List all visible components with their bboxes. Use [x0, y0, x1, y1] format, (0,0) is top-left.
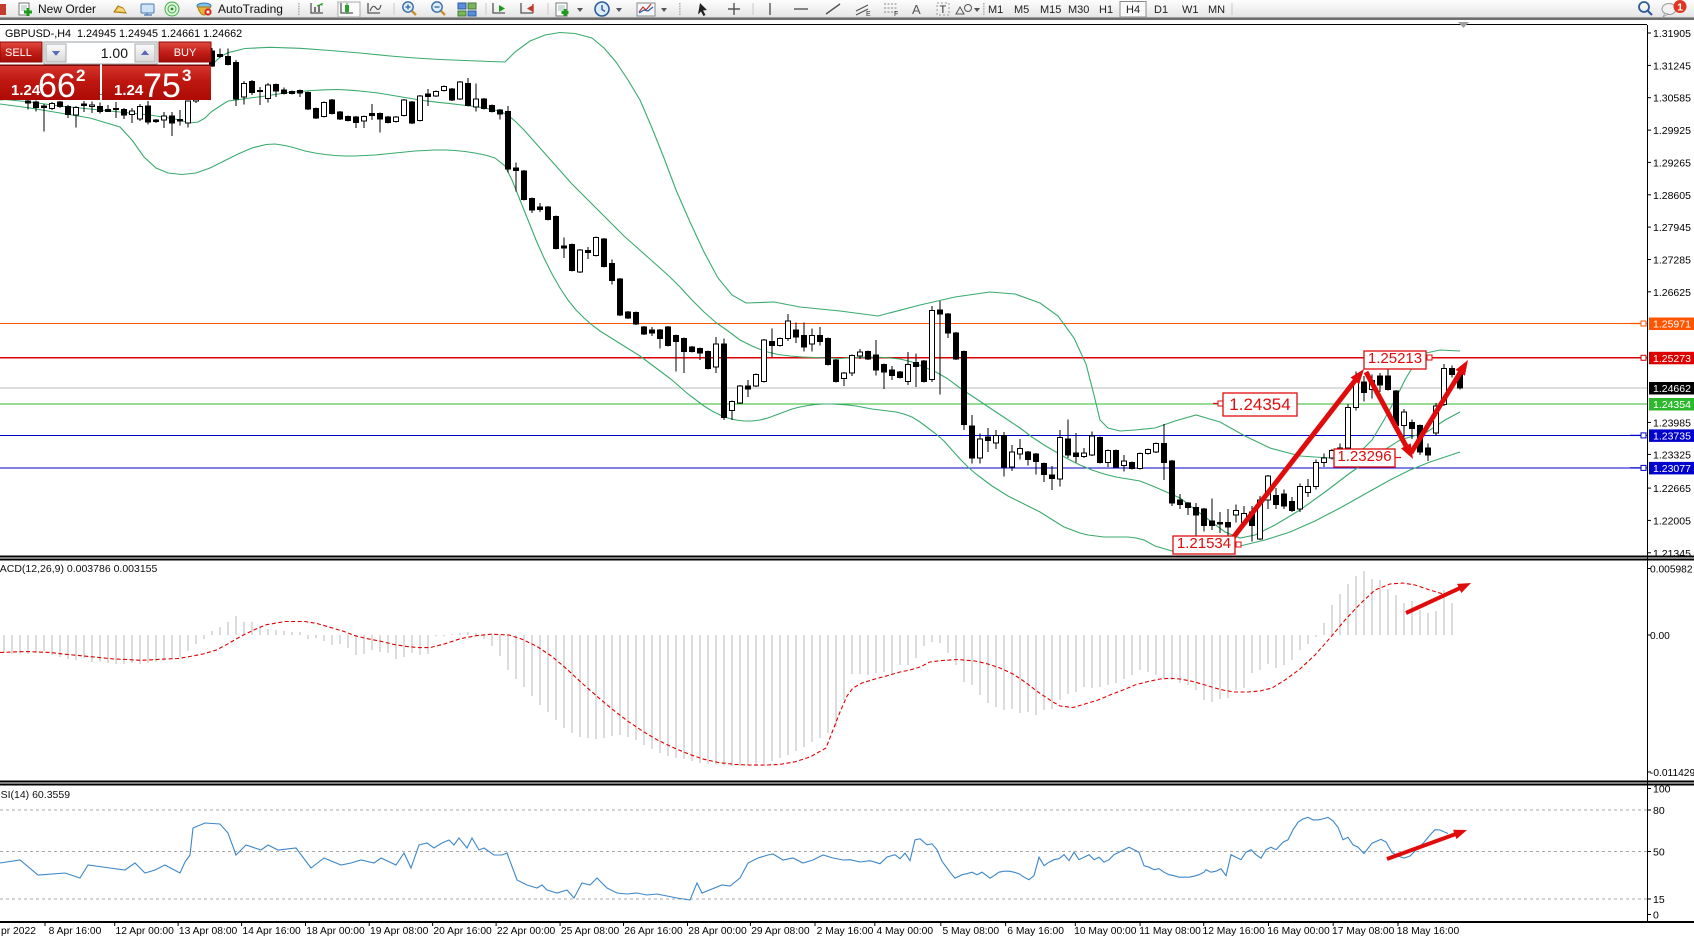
svg-text:H1: H1: [1099, 4, 1113, 16]
svg-text:80: 80: [1653, 805, 1665, 817]
svg-text:16 May 00:00: 16 May 00:00: [1267, 926, 1330, 937]
svg-text:SELL: SELL: [5, 47, 32, 59]
svg-text:pr 2022: pr 2022: [1, 926, 36, 937]
svg-text:1.28605: 1.28605: [1653, 190, 1691, 202]
svg-text:-0.011429: -0.011429: [1650, 768, 1694, 779]
svg-text:1.24: 1.24: [11, 82, 41, 99]
svg-text:18 May 16:00: 18 May 16:00: [1397, 926, 1460, 937]
svg-text:E: E: [866, 11, 871, 18]
svg-text:28 Apr 00:00: 28 Apr 00:00: [688, 926, 747, 937]
svg-text:5 May 08:00: 5 May 08:00: [942, 926, 999, 937]
svg-text:M30: M30: [1068, 4, 1089, 16]
svg-text:1: 1: [1677, 2, 1683, 14]
svg-text:A: A: [912, 2, 921, 17]
svg-text:MN: MN: [1208, 4, 1225, 16]
svg-text:1.25273: 1.25273: [1653, 353, 1691, 365]
svg-text:1.23985: 1.23985: [1653, 417, 1691, 429]
svg-text:1.26625: 1.26625: [1653, 287, 1691, 299]
svg-text:18 Apr 00:00: 18 Apr 00:00: [306, 926, 365, 937]
svg-text:25 Apr 08:00: 25 Apr 08:00: [561, 926, 620, 937]
svg-text:D1: D1: [1154, 4, 1168, 16]
svg-text:1.22005: 1.22005: [1653, 515, 1691, 527]
svg-text:10 May 00:00: 10 May 00:00: [1074, 926, 1137, 937]
svg-text:1.24: 1.24: [114, 82, 144, 99]
svg-text:M5: M5: [1014, 4, 1029, 16]
svg-text:2 May 16:00: 2 May 16:00: [817, 926, 874, 937]
svg-text:100: 100: [1653, 784, 1671, 796]
svg-text:MACD(12,26,9) 0.003786 0.00315: MACD(12,26,9) 0.003786 0.003155: [0, 563, 158, 575]
svg-text:AutoTrading: AutoTrading: [218, 2, 283, 16]
svg-text:New Order: New Order: [38, 2, 96, 16]
svg-text:1.24662: 1.24662: [1653, 383, 1691, 395]
svg-text:14 Apr 16:00: 14 Apr 16:00: [242, 926, 301, 937]
svg-text:4 May 00:00: 4 May 00:00: [876, 926, 933, 937]
svg-text:1.24354: 1.24354: [1653, 399, 1691, 411]
svg-text:M15: M15: [1040, 4, 1061, 16]
svg-text:0: 0: [1653, 910, 1659, 922]
svg-text:75: 75: [143, 67, 181, 105]
svg-text:12 May 16:00: 12 May 16:00: [1202, 926, 1265, 937]
svg-text:1.23325: 1.23325: [1653, 449, 1691, 461]
svg-text:1.29265: 1.29265: [1653, 157, 1691, 169]
svg-text:29 Apr 08:00: 29 Apr 08:00: [751, 926, 810, 937]
svg-text:1.24354: 1.24354: [1229, 395, 1290, 414]
svg-text:1.25213: 1.25213: [1368, 350, 1422, 367]
svg-text:1.29925: 1.29925: [1653, 125, 1691, 137]
svg-text:1.00: 1.00: [101, 45, 128, 61]
svg-text:W1: W1: [1182, 4, 1199, 16]
svg-text:GBPUSD-,H4 1.24945 1.24945 1.: GBPUSD-,H4 1.24945 1.24945 1.24661 1.246…: [5, 28, 242, 40]
svg-text:17 May 08:00: 17 May 08:00: [1332, 926, 1395, 937]
svg-text:13 Apr 08:00: 13 Apr 08:00: [179, 926, 238, 937]
svg-text:1.23735: 1.23735: [1653, 430, 1691, 442]
svg-text:0.005982: 0.005982: [1650, 565, 1693, 576]
svg-text:0.00: 0.00: [1650, 631, 1670, 642]
svg-text:M1: M1: [988, 4, 1003, 16]
svg-text:11 May 08:00: 11 May 08:00: [1139, 926, 1201, 937]
svg-text:26 Apr 16:00: 26 Apr 16:00: [624, 926, 683, 937]
svg-text:20 Apr 16:00: 20 Apr 16:00: [433, 926, 492, 937]
svg-text:1.31245: 1.31245: [1653, 60, 1691, 72]
svg-text:1.21534: 1.21534: [1177, 535, 1231, 552]
svg-text:15: 15: [1653, 894, 1665, 906]
svg-text:H4: H4: [1126, 4, 1140, 16]
svg-text:8 Apr 16:00: 8 Apr 16:00: [49, 926, 102, 937]
svg-text:RSI(14) 60.3559: RSI(14) 60.3559: [0, 789, 70, 801]
svg-text:3: 3: [182, 66, 191, 85]
svg-text:22 Apr 00:00: 22 Apr 00:00: [497, 926, 556, 937]
svg-text:66: 66: [38, 67, 76, 105]
svg-text:1.22665: 1.22665: [1653, 483, 1691, 495]
svg-text:1.27285: 1.27285: [1653, 255, 1691, 267]
svg-text:1.30585: 1.30585: [1653, 93, 1691, 105]
svg-text:1.23296: 1.23296: [1337, 448, 1391, 465]
svg-text:F: F: [894, 11, 898, 18]
svg-text:19 Apr 08:00: 19 Apr 08:00: [370, 926, 429, 937]
svg-text:2: 2: [76, 66, 85, 85]
svg-text:1.25971: 1.25971: [1653, 319, 1691, 331]
svg-text:50: 50: [1653, 847, 1665, 859]
svg-text:6 May 16:00: 6 May 16:00: [1007, 926, 1064, 937]
svg-text:BUY: BUY: [174, 47, 197, 59]
svg-text:12 Apr 00:00: 12 Apr 00:00: [115, 926, 174, 937]
svg-text:1.21345: 1.21345: [1653, 548, 1691, 560]
svg-text:T: T: [940, 4, 947, 16]
svg-text:1.31905: 1.31905: [1653, 28, 1691, 40]
svg-text:1.23077: 1.23077: [1653, 463, 1691, 475]
svg-text:1.27945: 1.27945: [1653, 222, 1691, 234]
